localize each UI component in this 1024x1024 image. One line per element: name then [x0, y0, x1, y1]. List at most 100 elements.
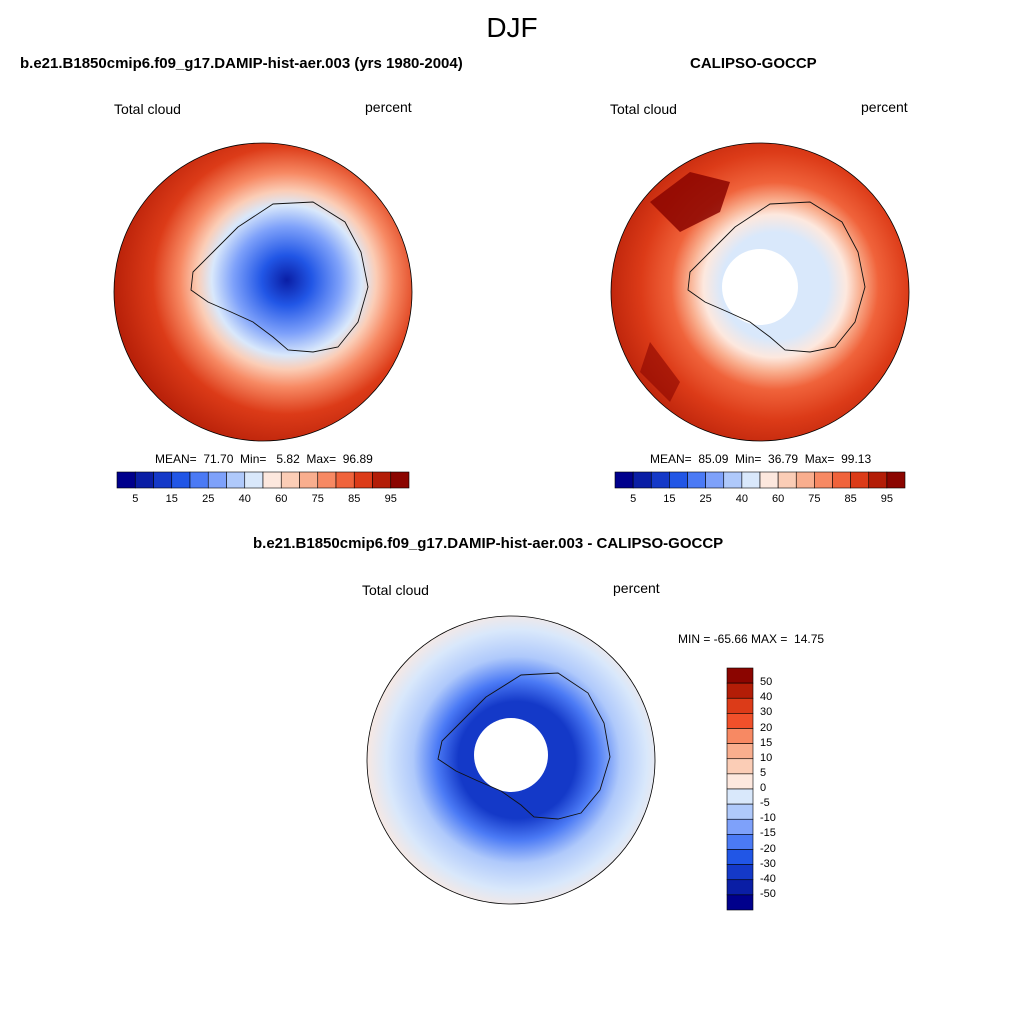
colorbar-swatch — [726, 879, 754, 896]
colorbar-swatch — [726, 773, 754, 790]
colorbar-swatch — [632, 471, 652, 489]
panel-2-variable-label: Total cloud — [610, 101, 677, 117]
colorbar-swatch — [317, 471, 337, 489]
colorbar-tick-label: -50 — [760, 887, 776, 900]
colorbar-tick-label: 40 — [760, 691, 773, 704]
colorbar-swatch — [226, 471, 246, 489]
diff-panel-variable-label: Total cloud — [362, 582, 429, 598]
main-title: DJF — [486, 12, 538, 43]
colorbar-tick-label: 75 — [808, 493, 821, 505]
colorbar-swatch — [726, 713, 754, 729]
colorbar-swatch — [832, 471, 851, 489]
colorbar-swatch — [335, 471, 355, 489]
colorbar-swatch — [814, 471, 833, 489]
colorbar-tick-label: 15 — [760, 736, 773, 749]
colorbar-tick-label: 20 — [760, 721, 773, 734]
colorbar-tick-label: -10 — [760, 812, 776, 825]
colorbar-swatch — [886, 471, 906, 489]
colorbar-swatch — [726, 758, 754, 775]
colorbar-swatch — [759, 471, 779, 489]
colorbar-tick-label: 15 — [663, 493, 676, 505]
colorbar-swatch — [868, 471, 888, 489]
colorbar-swatch — [850, 471, 870, 489]
colorbar-tick-label: 5 — [132, 493, 139, 505]
panel-2-coastline — [687, 201, 866, 353]
colorbar-swatch — [390, 471, 410, 489]
colorbar-swatch — [723, 471, 743, 489]
panel-2-colorbar-labels: 5 15 25 40 60 75 85 95 — [615, 493, 905, 507]
panel-2-stats: MEAN= 85.09 Min= 36.79 Max= 99.13 — [650, 452, 872, 466]
colorbar-swatch — [189, 471, 209, 489]
colorbar-swatch — [669, 471, 688, 489]
colorbar-tick-label: -30 — [760, 857, 776, 870]
colorbar-swatch — [741, 471, 761, 489]
panel-2-units-label: percent — [861, 99, 908, 115]
diff-panel-colorbar-labels: 50 40 30 20 15 10 5 0 -5 -10 -15 -20 -30 -40 -50 — [760, 668, 800, 910]
colorbar-swatch — [726, 788, 754, 805]
colorbar-swatch — [262, 471, 282, 489]
colorbar-tick-label: 95 — [880, 493, 893, 505]
colorbar-tick-label: -5 — [760, 797, 770, 810]
colorbar-tick-label: 40 — [735, 493, 748, 505]
colorbar-swatch — [153, 471, 173, 489]
diff-panel-title: b.e21.B1850cmip6.f09_g17.DAMIP-hist-aer.… — [253, 535, 724, 552]
colorbar-swatch — [280, 471, 300, 489]
colorbar-tick-label: -15 — [760, 827, 776, 840]
colorbar-swatch — [726, 834, 754, 850]
colorbar-tick-label: 5 — [630, 493, 637, 505]
colorbar-tick-label: 50 — [760, 676, 773, 689]
colorbar-swatch — [171, 471, 191, 489]
panel-1-title: b.e21.B1850cmip6.f09_g17.DAMIP-hist-aer.… — [20, 55, 463, 72]
panel-2-polar-map — [610, 142, 910, 442]
colorbar-tick-label: 25 — [202, 493, 215, 505]
panel-1-polar-map — [113, 142, 413, 442]
colorbar-tick-label: 0 — [760, 782, 767, 794]
colorbar-swatch — [795, 471, 815, 489]
colorbar-swatch — [705, 471, 725, 489]
colorbar-swatch — [726, 682, 754, 699]
colorbar-swatch — [726, 894, 754, 911]
panel-1-colorbar-labels: 5 15 25 40 60 75 85 95 — [117, 493, 409, 507]
colorbar-swatch — [116, 471, 136, 489]
colorbar-tick-label: -40 — [760, 872, 776, 885]
panel-1-colorbar — [116, 471, 410, 489]
diff-panel-units-label: percent — [613, 580, 660, 596]
colorbar-swatch — [726, 849, 754, 865]
colorbar-tick-label: 60 — [275, 493, 288, 505]
panel-1-coastline — [190, 201, 369, 353]
colorbar-tick-label: 25 — [699, 493, 712, 505]
colorbar-swatch — [244, 471, 264, 489]
diff-panel-polar-map — [366, 615, 656, 905]
colorbar-swatch — [353, 471, 373, 489]
colorbar-swatch — [687, 471, 706, 489]
colorbar-swatch — [299, 471, 319, 489]
colorbar-tick-label: 95 — [384, 493, 397, 505]
colorbar-tick-label: 30 — [760, 706, 773, 719]
colorbar-swatch — [650, 471, 670, 489]
panel-2-title: CALIPSO-GOCCP — [690, 55, 817, 72]
colorbar-swatch — [726, 818, 754, 835]
panel-1-units-label: percent — [365, 99, 412, 115]
colorbar-swatch — [726, 743, 754, 760]
diff-panel-minmax: MIN = -65.66 MAX = 14.75 — [678, 632, 825, 646]
colorbar-tick-label: 10 — [760, 751, 773, 764]
diff-panel-coastline — [437, 672, 611, 820]
colorbar-swatch — [777, 471, 797, 489]
colorbar-tick-label: 75 — [311, 493, 324, 505]
colorbar-swatch — [726, 728, 754, 744]
colorbar-tick-label: 5 — [760, 766, 767, 779]
diff-panel-colorbar — [726, 667, 754, 911]
colorbar-swatch — [726, 667, 754, 684]
colorbar-swatch — [726, 697, 754, 714]
colorbar-tick-label: 40 — [238, 493, 251, 505]
colorbar-tick-label: 60 — [772, 493, 785, 505]
colorbar-swatch — [726, 803, 754, 820]
panel-1-variable-label: Total cloud — [114, 101, 181, 117]
colorbar-tick-label: 15 — [165, 493, 178, 505]
colorbar-tick-label: -20 — [760, 842, 776, 855]
colorbar-swatch — [614, 471, 634, 489]
panel-1-stats: MEAN= 71.70 Min= 5.82 Max= 96.89 — [155, 452, 373, 466]
colorbar-tick-label: 85 — [844, 493, 857, 505]
colorbar-swatch — [372, 471, 392, 489]
colorbar-tick-label: 85 — [348, 493, 361, 505]
